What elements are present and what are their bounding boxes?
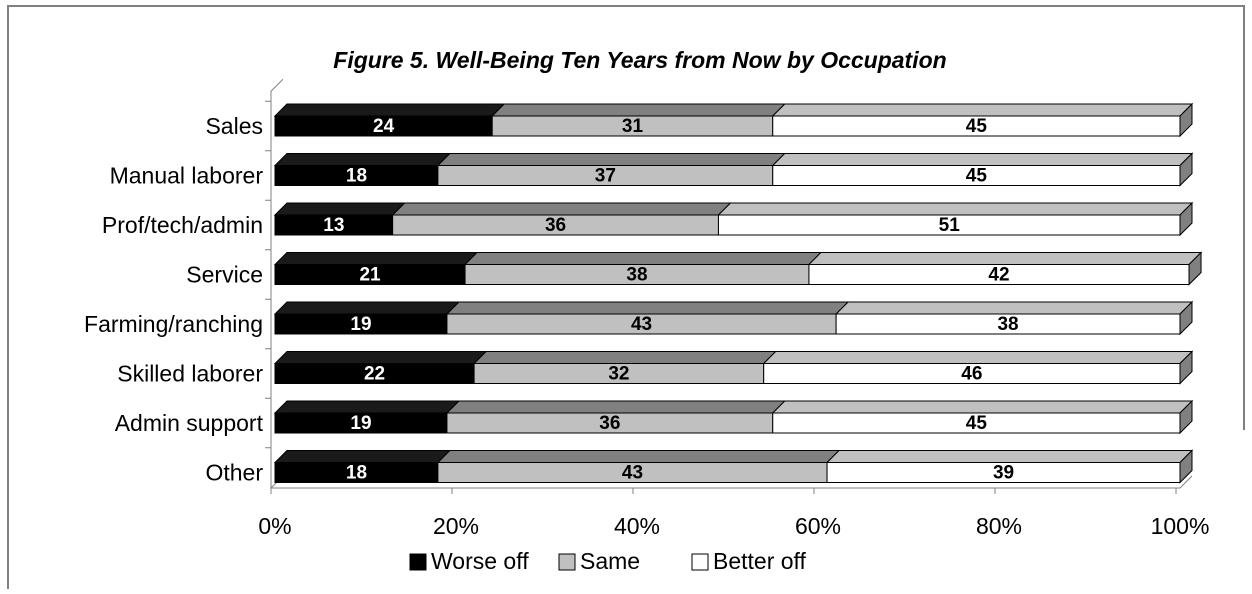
bar-top xyxy=(273,400,461,414)
bar-top xyxy=(273,351,488,364)
bar-top xyxy=(771,153,1194,166)
bar-top xyxy=(445,400,786,414)
bar-top xyxy=(825,450,1194,463)
data-label: 46 xyxy=(961,364,982,385)
bar-top xyxy=(463,252,823,265)
y-tick-label: Service xyxy=(186,262,263,288)
data-label: 38 xyxy=(997,314,1018,335)
bar-side xyxy=(1179,102,1193,138)
bar-top xyxy=(436,153,786,166)
x-tick-label: 60% xyxy=(795,513,841,539)
bar-side xyxy=(1179,300,1193,336)
data-label: 45 xyxy=(966,166,988,187)
data-label: 43 xyxy=(622,463,643,484)
bar-side xyxy=(1188,251,1202,286)
bar-top xyxy=(490,103,786,117)
bar-top xyxy=(472,351,777,364)
y-tick-label: Manual laborer xyxy=(110,163,264,189)
data-label: 31 xyxy=(622,116,644,137)
data-label: 18 xyxy=(346,166,367,187)
bar-top xyxy=(717,202,1194,216)
y-tick-label: Other xyxy=(205,460,263,486)
legend-swatch xyxy=(409,553,427,571)
bar-side xyxy=(1179,399,1193,435)
bar-top xyxy=(771,103,1194,117)
y-tick-label: Sales xyxy=(205,113,263,139)
bar-top xyxy=(273,301,461,315)
data-label: 37 xyxy=(595,166,616,187)
axis-wall xyxy=(270,78,284,488)
legend-label: Better off xyxy=(713,548,807,574)
axis-floor xyxy=(271,475,1193,489)
x-tick-label: 20% xyxy=(433,513,479,539)
legend-swatch xyxy=(558,553,576,571)
bar-top xyxy=(273,252,479,265)
bar-top xyxy=(771,400,1194,414)
data-label: 38 xyxy=(626,265,647,286)
data-label: 32 xyxy=(608,364,629,385)
data-label: 45 xyxy=(966,116,988,137)
bar-side xyxy=(1179,152,1193,187)
bar-top xyxy=(834,301,1194,315)
y-tick-label: Farming/ranching xyxy=(84,311,263,337)
bar-top xyxy=(445,301,850,315)
bar-top xyxy=(273,450,452,463)
bar-top xyxy=(391,202,732,216)
bar-top xyxy=(273,103,506,117)
data-label: 36 xyxy=(545,215,566,236)
y-tick-label: Admin support xyxy=(115,410,264,436)
x-tick-label: 0% xyxy=(258,513,291,539)
bar-top xyxy=(273,202,406,216)
y-tick-label: Prof/tech/admin xyxy=(102,212,263,238)
frame xyxy=(7,5,1245,589)
bar-side xyxy=(1179,449,1193,484)
data-label: 19 xyxy=(350,314,371,335)
bar-top xyxy=(807,252,1203,265)
chart-title: Figure 5. Well-Being Ten Years from Now … xyxy=(333,47,946,73)
data-label: 42 xyxy=(988,265,1009,286)
legend-label: Worse off xyxy=(431,548,529,574)
x-tick-label: 40% xyxy=(614,513,660,539)
x-tick-label: 100% xyxy=(1151,513,1210,539)
data-label: 24 xyxy=(373,116,395,137)
data-label: 45 xyxy=(966,413,988,434)
y-tick-label: Skilled laborer xyxy=(117,361,263,387)
x-tick-label: 80% xyxy=(976,513,1022,539)
data-label: 19 xyxy=(350,413,371,434)
bar-top xyxy=(273,153,452,166)
data-label: 22 xyxy=(364,364,385,385)
bar-top xyxy=(762,351,1194,364)
data-label: 43 xyxy=(631,314,652,335)
data-label: 13 xyxy=(323,215,344,236)
legend-swatch xyxy=(691,553,709,571)
bar-side xyxy=(1179,201,1193,237)
data-label: 18 xyxy=(346,463,367,484)
bar-side xyxy=(1179,350,1193,385)
data-label: 39 xyxy=(993,463,1014,484)
data-label: 21 xyxy=(359,265,381,286)
data-label: 36 xyxy=(599,413,620,434)
bar-top xyxy=(436,450,841,463)
data-label: 51 xyxy=(939,215,961,236)
legend-label: Same xyxy=(580,548,640,574)
